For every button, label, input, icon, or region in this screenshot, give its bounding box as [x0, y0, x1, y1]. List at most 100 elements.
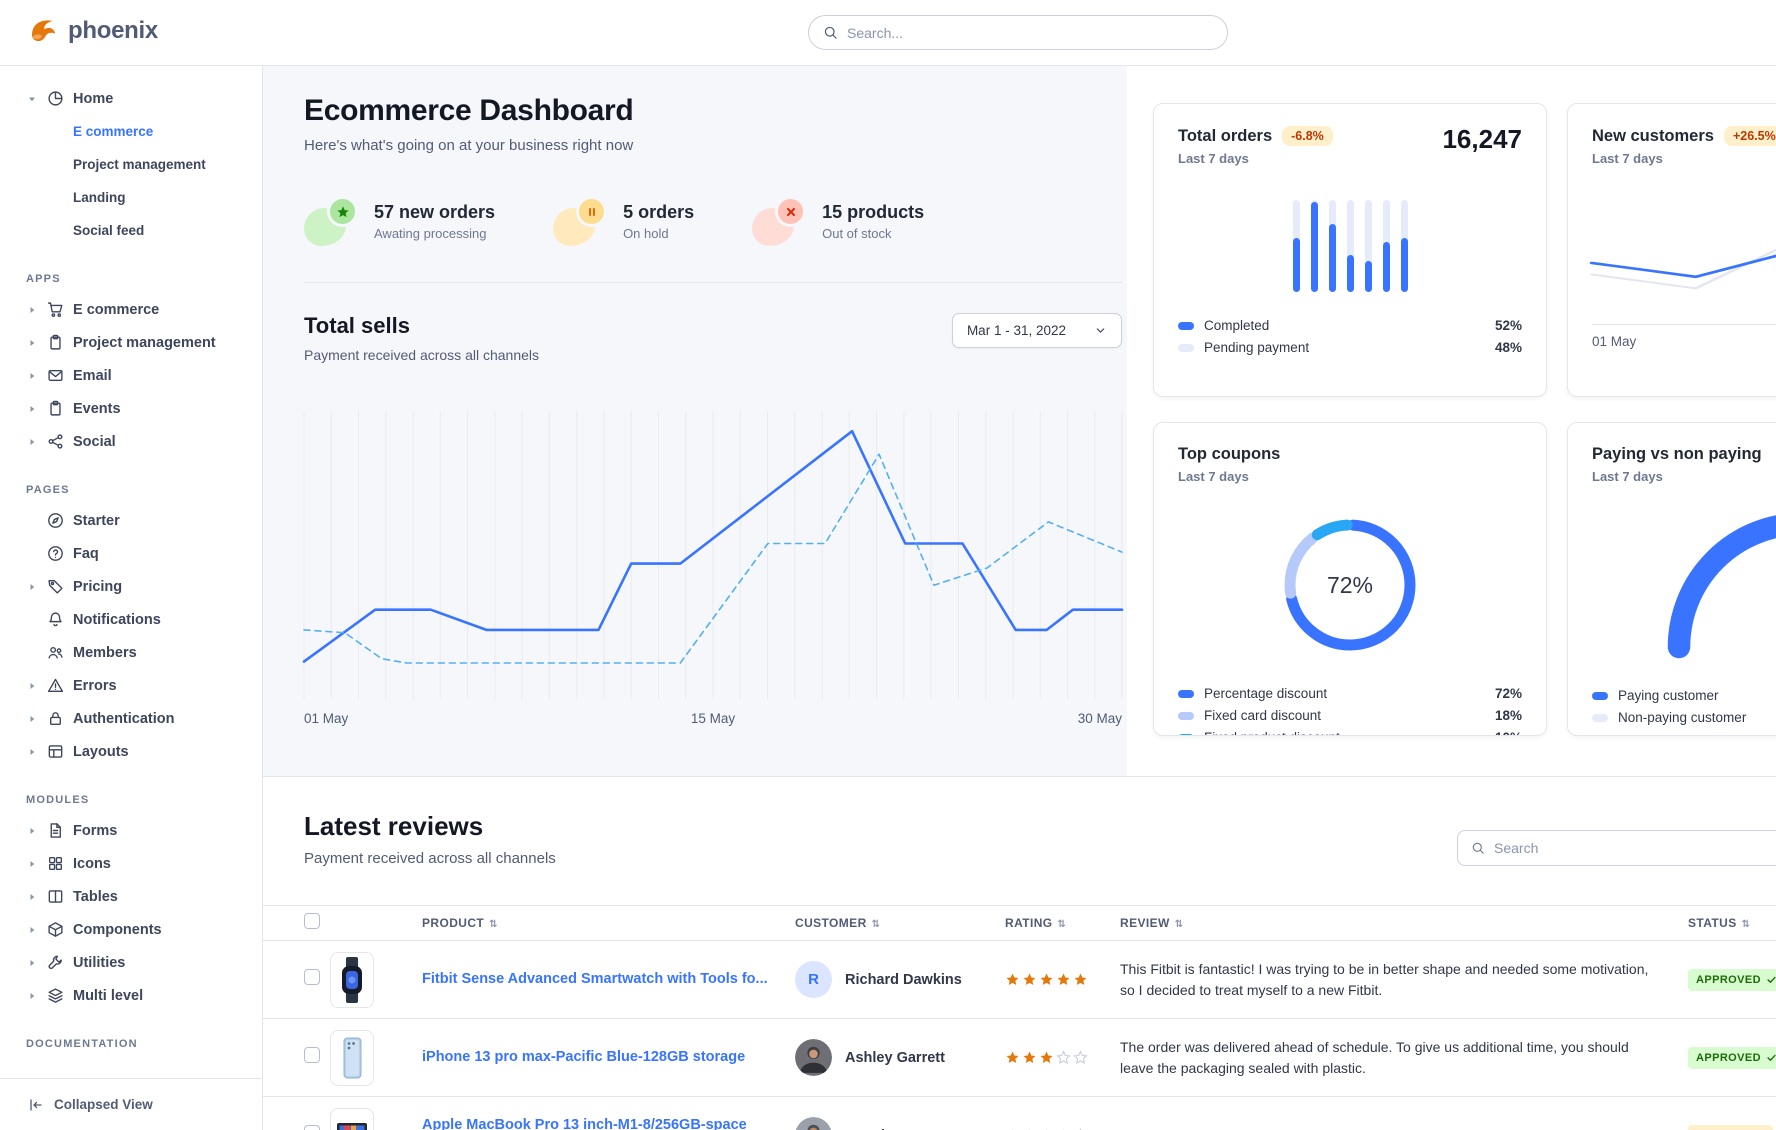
reviews-search-input[interactable]	[1494, 840, 1776, 856]
sidebar-item-landing[interactable]: Landing	[73, 190, 126, 205]
new-customers-x-axis: 01 May	[1592, 324, 1776, 349]
sidebar-item-icons[interactable]: Icons	[26, 847, 262, 880]
card-title: Top coupons	[1178, 445, 1281, 463]
sidebar-item-label: Notifications	[73, 611, 161, 628]
legend-value: 72%	[1494, 686, 1522, 701]
column-header-status[interactable]: STATUS	[1688, 916, 1750, 930]
caret-right-icon	[26, 581, 38, 593]
mail-icon	[47, 367, 64, 384]
sidebar-item-components[interactable]: Components	[26, 913, 262, 946]
sidebar-item-label: Tables	[73, 888, 118, 905]
column-header-customer[interactable]: CUSTOMER	[795, 916, 880, 930]
column-header-review[interactable]: REVIEW	[1120, 916, 1184, 930]
card-period: Last 7 days	[1178, 469, 1249, 484]
caret-right-icon	[26, 957, 38, 969]
sidebar-section-modules: MODULES	[26, 794, 90, 806]
sidebar-item-ecommerce-app[interactable]: E commerce	[26, 293, 262, 326]
card-period: Last 7 days	[1592, 469, 1663, 484]
sidebar-item-label: Home	[73, 90, 114, 107]
collapse-sidebar-button[interactable]: Collapsed View	[0, 1078, 262, 1130]
sidebar-item-project-management[interactable]: Project management	[73, 157, 206, 172]
sidebar-item-social[interactable]: Social	[26, 425, 262, 458]
product-link[interactable]: Fitbit Sense Advanced Smartwatch with To…	[422, 970, 768, 987]
sidebar-item-authentication[interactable]: Authentication	[26, 702, 262, 735]
sidebar-item-members[interactable]: Members	[26, 636, 262, 669]
legend-value: 52%	[1494, 318, 1522, 333]
dashboard-hero: Ecommerce Dashboard Here's what's going …	[263, 66, 1127, 776]
row-checkbox[interactable]	[304, 969, 320, 985]
sidebar-item-ecommerce[interactable]: E commerce	[73, 124, 154, 139]
users-icon	[47, 644, 64, 661]
sidebar-item-project-management-app[interactable]: Project management	[26, 326, 262, 359]
select-all-checkbox[interactable]	[304, 912, 320, 929]
star-icon	[1039, 1050, 1054, 1065]
order-bar	[1364, 200, 1372, 292]
sidebar-item-label: Social	[73, 433, 116, 450]
sidebar-item-label: Forms	[73, 822, 118, 839]
sidebar-item-label: Starter	[73, 512, 120, 529]
legend-swatch	[1178, 733, 1194, 735]
total-sells-x-axis: 01 May 15 May 30 May	[304, 711, 1122, 729]
legend-label: Fixed card discount	[1204, 708, 1322, 723]
stat-value: 5 orders	[623, 201, 695, 222]
file-icon	[47, 822, 64, 839]
compass-icon	[47, 512, 64, 529]
sidebar-item-layouts[interactable]: Layouts	[26, 735, 262, 768]
sidebar-item-errors[interactable]: Errors	[26, 669, 262, 702]
box-icon	[47, 921, 64, 938]
stat-caption: On hold	[623, 225, 669, 241]
sidebar-item-label: E commerce	[73, 301, 160, 318]
star-icon	[1022, 972, 1037, 987]
product-link[interactable]: iPhone 13 pro max-Pacific Blue-128GB sto…	[422, 1048, 746, 1065]
sidebar-item-home[interactable]: Home	[26, 82, 262, 115]
table-row: Fitbit Sense Advanced Smartwatch with To…	[263, 941, 1776, 1019]
status-label: APPROVED	[1696, 973, 1761, 986]
sidebar-item-social-feed[interactable]: Social feed	[73, 223, 145, 238]
sidebar-item-pricing[interactable]: Pricing	[26, 570, 262, 603]
status-badge: APPROVED	[1688, 968, 1776, 991]
order-bar	[1310, 200, 1318, 292]
product-link[interactable]: Apple MacBook Pro 13 inch-M1-8/256GB-spa…	[422, 1116, 747, 1130]
row-checkbox[interactable]	[304, 1125, 320, 1130]
sidebar-item-utilities[interactable]: Utilities	[26, 946, 262, 979]
layout-icon	[47, 743, 64, 760]
stat-caption: Awating processing	[374, 225, 487, 241]
row-checkbox[interactable]	[304, 1047, 320, 1063]
order-bar	[1346, 200, 1354, 292]
brand-logo[interactable]: phoenix	[26, 14, 158, 48]
sidebar-item-forms[interactable]: Forms	[26, 814, 262, 847]
card-period: Last 7 days	[1592, 151, 1663, 166]
on-hold-icon	[553, 196, 608, 246]
trend-badge: +26.5%	[1723, 126, 1776, 146]
trend-badge: -6.8%	[1282, 126, 1333, 146]
total-sells-title: Total sells	[304, 313, 410, 338]
column-header-product[interactable]: PRODUCT	[422, 916, 498, 930]
sidebar-item-events[interactable]: Events	[26, 392, 262, 425]
date-range-select[interactable]: Mar 1 - 31, 2022	[951, 313, 1122, 348]
new-customers-card: New customers +26.5% Last 7 days 01 May	[1567, 103, 1776, 397]
legend-value: 18%	[1494, 708, 1522, 723]
total-sells-chart	[302, 411, 1124, 699]
legend-label: Pending payment	[1204, 340, 1310, 355]
tag-icon	[47, 578, 64, 595]
sidebar-item-tables[interactable]: Tables	[26, 880, 262, 913]
gauge-arc	[1667, 515, 1776, 659]
star-icon	[1073, 1050, 1088, 1065]
stat-out-of-stock: 15 products Out of stock	[752, 196, 924, 246]
caret-right-icon	[26, 891, 38, 903]
order-bar	[1292, 200, 1300, 292]
latest-reviews-subtitle: Payment received across all channels	[304, 850, 556, 867]
avatar: R	[795, 961, 832, 998]
column-header-rating[interactable]: RATING	[1005, 916, 1066, 930]
sidebar-item-email[interactable]: Email	[26, 359, 262, 392]
global-search-input[interactable]	[847, 24, 1213, 41]
sidebar-item-starter[interactable]: Starter	[26, 504, 262, 537]
table-header: PRODUCT CUSTOMER RATING REVIEW STATUS	[263, 905, 1776, 941]
sidebar-item-multi-level[interactable]: Multi level	[26, 979, 262, 1012]
stat-caption: Out of stock	[822, 225, 892, 241]
caret-right-icon	[26, 924, 38, 936]
sidebar-item-faq[interactable]: Faq	[26, 537, 262, 570]
sidebar-item-notifications[interactable]: Notifications	[26, 603, 262, 636]
table-row: iPhone 13 pro max-Pacific Blue-128GB sto…	[263, 1019, 1776, 1097]
caret-right-icon	[26, 370, 38, 382]
